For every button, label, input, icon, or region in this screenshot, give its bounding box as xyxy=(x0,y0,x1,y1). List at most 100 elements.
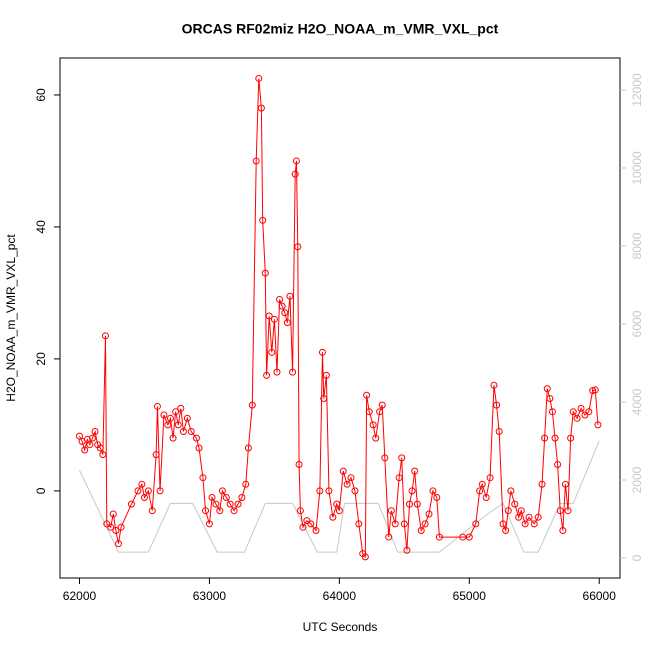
point xyxy=(169,434,177,442)
point xyxy=(335,507,343,515)
point xyxy=(385,533,393,541)
point xyxy=(109,510,117,518)
point xyxy=(594,421,602,429)
point xyxy=(294,243,302,251)
chart-title: ORCAS RF02miz H2O_NOAA_m_VMR_VXL_pct xyxy=(182,21,499,37)
point xyxy=(107,523,115,531)
point xyxy=(569,408,577,416)
point xyxy=(244,444,252,452)
point xyxy=(140,493,148,501)
point xyxy=(114,540,122,548)
point xyxy=(160,411,168,419)
point xyxy=(561,480,569,488)
point xyxy=(138,480,146,488)
point xyxy=(226,500,234,508)
point xyxy=(490,381,498,389)
point xyxy=(517,507,525,515)
point xyxy=(499,520,507,528)
point xyxy=(320,395,328,403)
y2-tick-label: 12000 xyxy=(630,73,644,107)
point xyxy=(156,487,164,495)
point xyxy=(482,493,490,501)
point xyxy=(216,507,224,515)
y2-tick-label: 10000 xyxy=(630,151,644,185)
point xyxy=(398,454,406,462)
point xyxy=(504,507,512,515)
point xyxy=(117,523,125,531)
y-tick-label: 0 xyxy=(34,487,48,494)
x-tick-label: 66000 xyxy=(583,589,617,603)
point xyxy=(307,520,315,528)
series-line xyxy=(79,440,600,553)
y2-tick-label: 2000 xyxy=(630,466,644,493)
point xyxy=(222,493,230,501)
point xyxy=(261,269,269,277)
point xyxy=(248,401,256,409)
point xyxy=(567,434,575,442)
point xyxy=(559,526,567,534)
point xyxy=(556,507,564,515)
point xyxy=(148,507,156,515)
point xyxy=(425,510,433,518)
point xyxy=(493,401,501,409)
point xyxy=(81,446,89,454)
point xyxy=(573,414,581,422)
y-tick-label: 20 xyxy=(34,352,48,366)
point xyxy=(273,368,281,376)
point xyxy=(538,480,546,488)
point xyxy=(195,444,203,452)
point xyxy=(289,368,297,376)
point xyxy=(421,520,429,528)
point xyxy=(525,513,533,521)
point xyxy=(208,493,216,501)
point xyxy=(101,332,109,340)
point xyxy=(152,451,160,459)
point xyxy=(435,533,443,541)
point xyxy=(417,526,425,534)
point xyxy=(318,348,326,356)
point xyxy=(361,553,369,561)
y-tick-label: 40 xyxy=(34,220,48,234)
point xyxy=(347,474,355,482)
point xyxy=(554,460,562,468)
x-axis-label: UTC Seconds xyxy=(303,620,378,634)
point xyxy=(408,487,416,495)
point xyxy=(413,500,421,508)
point xyxy=(278,302,286,310)
point xyxy=(521,520,529,528)
point xyxy=(174,421,182,429)
x-tick-label: 63000 xyxy=(193,589,227,603)
point xyxy=(316,487,324,495)
point xyxy=(96,444,104,452)
point xyxy=(299,523,307,531)
point xyxy=(548,408,556,416)
point xyxy=(476,487,484,495)
x-tick-label: 65000 xyxy=(453,589,487,603)
point xyxy=(291,170,299,178)
point xyxy=(238,493,246,501)
point xyxy=(312,526,320,534)
point xyxy=(212,500,220,508)
point xyxy=(257,104,265,112)
point xyxy=(259,216,267,224)
point xyxy=(355,520,363,528)
x-tick-label: 64000 xyxy=(323,589,357,603)
point xyxy=(551,434,559,442)
point xyxy=(530,520,538,528)
point xyxy=(205,520,213,528)
point xyxy=(369,421,377,429)
point xyxy=(187,428,195,436)
point xyxy=(255,74,263,82)
point xyxy=(144,487,152,495)
point xyxy=(391,520,399,528)
point xyxy=(179,428,187,436)
point xyxy=(329,513,337,521)
point xyxy=(263,371,271,379)
point xyxy=(403,546,411,554)
point xyxy=(351,487,359,495)
point xyxy=(472,520,480,528)
point xyxy=(183,414,191,422)
point xyxy=(365,408,373,416)
point xyxy=(218,487,226,495)
